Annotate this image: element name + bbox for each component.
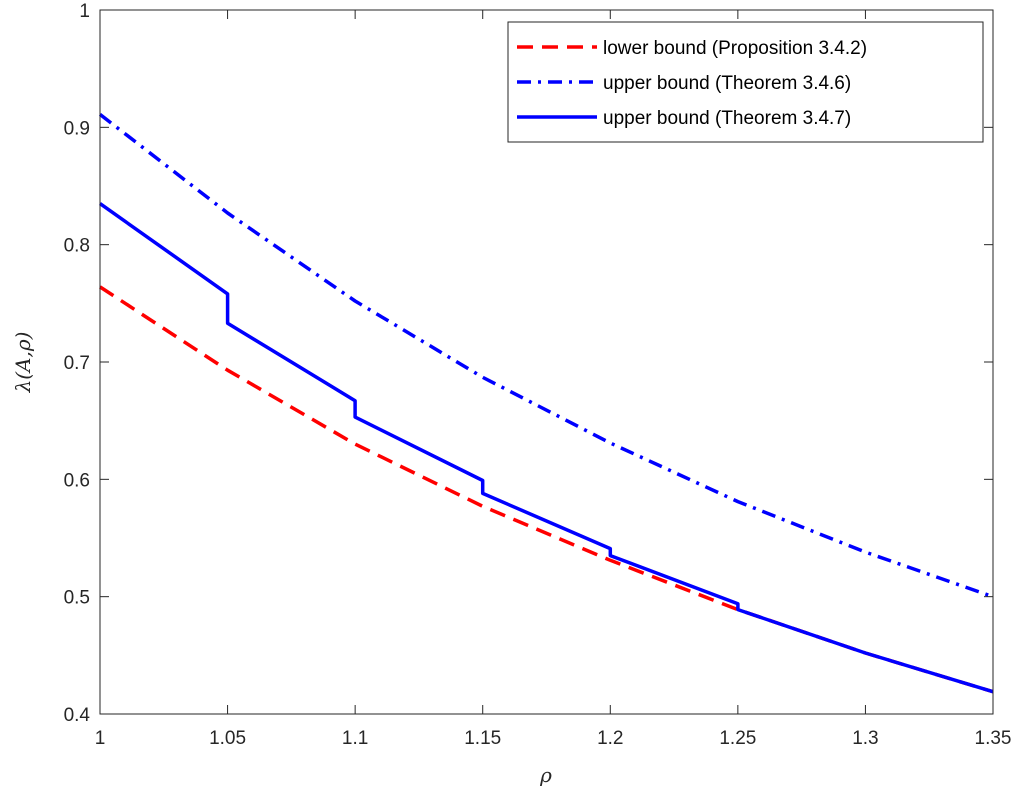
x-tick-label: 1.2: [597, 728, 623, 749]
x-tick-label: 1.15: [464, 728, 501, 749]
y-tick-label: 0.4: [64, 705, 91, 726]
y-tick-label: 1: [79, 1, 90, 22]
tick-labels-layer: 1 1.05 1.1 1.15 1.2 1.25 1.3 1.35 0.4 0.5 0.6 0.7 0.…: [64, 1, 1012, 749]
y-tick-label: 0.5: [64, 588, 90, 609]
series-line-3: [98, 202, 994, 694]
y-tick-label: 0.8: [64, 236, 90, 257]
x-tick-label: 1.1: [342, 728, 368, 749]
y-tick-label: 0.6: [64, 470, 90, 491]
x-tick-label: 1.05: [209, 728, 246, 749]
x-tick-label: 1: [95, 728, 106, 749]
legend-label-3: upper bound (Theorem 3.4.7): [603, 108, 851, 129]
legend: lower bound (Proposition 3.4.2) upper bou…: [507, 21, 984, 143]
y-axis-label: λ(A,ρ): [11, 332, 35, 394]
x-tick-label: 1.25: [719, 728, 756, 749]
x-tick-label: 1.3: [852, 728, 878, 749]
legend-label-1: lower bound (Proposition 3.4.2): [603, 38, 867, 59]
legend-label-2: upper bound (Theorem 3.4.6): [603, 73, 851, 94]
ticks-layer: [99, 9, 994, 715]
x-tick-label: 1.35: [975, 728, 1012, 749]
series-line-2: [98, 113, 994, 599]
series-layer: [98, 113, 994, 694]
y-tick-label: 0.9: [64, 118, 90, 139]
y-tick-label: 0.7: [64, 353, 90, 374]
x-axis-label: ρ: [539, 763, 552, 787]
